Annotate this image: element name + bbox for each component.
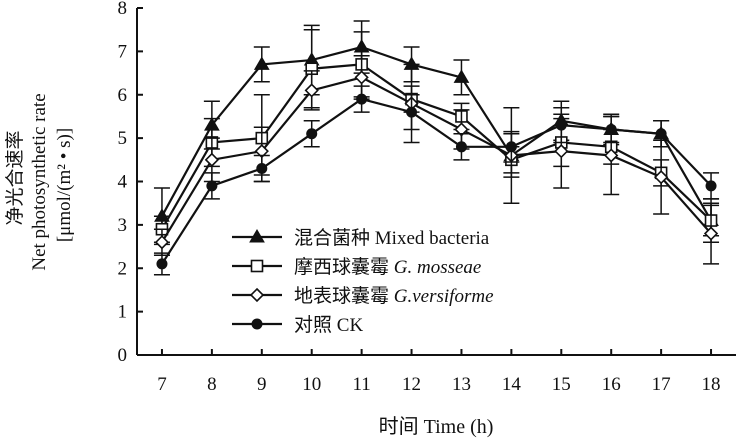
y-tick-label: 6 (118, 85, 128, 106)
series-2 (153, 54, 720, 265)
y-tick-label: 2 (118, 258, 128, 279)
series-3 (153, 85, 720, 276)
data-point (705, 180, 717, 192)
series-line (161, 97, 712, 265)
legend-label: 摩西球囊霉 G. mosseae (294, 256, 481, 278)
data-point (406, 106, 418, 118)
x-tick-label: 9 (257, 374, 267, 395)
y-tick-label: 4 (118, 172, 128, 193)
data-point (605, 123, 617, 135)
data-point (253, 56, 270, 70)
legend-marker (251, 318, 263, 330)
legend-label: 地表球囊霉 G.versiforme (294, 285, 494, 307)
data-point (455, 141, 467, 153)
data-point (356, 93, 368, 105)
y-tick-label: 5 (118, 128, 128, 149)
legend: 混合菌种 Mixed bacteria 摩西球囊霉 G. mosseae 地表球囊霉… (232, 227, 494, 336)
y-tick-label: 0 (118, 345, 128, 366)
x-tick-label: 7 (157, 374, 167, 395)
series-1 (153, 28, 720, 243)
legend-label: 对照 CK (294, 314, 363, 336)
legend-marker (250, 259, 264, 273)
x-tick-label: 14 (502, 374, 522, 395)
data-point (156, 258, 168, 270)
y-tick-label: 1 (118, 302, 128, 323)
data-point (256, 162, 268, 174)
x-tick-label: 13 (452, 374, 471, 395)
legend-marker (249, 287, 265, 303)
x-axis-title: 时间 Time (h) (379, 415, 494, 438)
x-tick-label: 11 (352, 374, 370, 395)
data-point (655, 128, 667, 140)
data-point (204, 152, 220, 167)
legend-label: 混合菌种 Mixed bacteria (294, 227, 490, 249)
x-tick-label: 10 (302, 374, 321, 395)
data-point (604, 148, 619, 163)
data-point (555, 119, 567, 131)
series-line (161, 63, 712, 230)
x-tick-label: 12 (402, 374, 421, 395)
data-point (154, 235, 170, 250)
series-line (161, 76, 712, 243)
data-point (304, 83, 319, 98)
y-tick-label: 3 (118, 215, 128, 236)
data-point (703, 226, 719, 241)
x-tick-label: 17 (652, 374, 671, 395)
data-point (354, 70, 369, 85)
y-axis-title-cn: 净光合速率 (4, 130, 26, 225)
data-point (554, 144, 569, 159)
y-axis-title: 净光合速率 Net photosynthetic rate [μmol/(m² … (4, 93, 75, 270)
series-line (160, 45, 712, 222)
legend-marker (249, 229, 265, 243)
x-tick-label: 18 (702, 374, 721, 395)
data-point (653, 170, 669, 185)
x-tick-label: 15 (552, 374, 571, 395)
data-point (505, 141, 517, 153)
data-point (453, 69, 470, 83)
y-axis-title-en: Net photosynthetic rate (29, 93, 50, 270)
y-tick-label: 7 (118, 41, 128, 62)
data-point (206, 180, 218, 192)
x-tick-label: 8 (207, 374, 217, 395)
x-tick-label: 16 (602, 374, 621, 395)
data-point (306, 128, 318, 140)
y-tick-label: 8 (118, 0, 128, 19)
y-axis-title-unit: [μmol/(m² • s)] (54, 128, 75, 242)
series-0 (153, 20, 720, 246)
